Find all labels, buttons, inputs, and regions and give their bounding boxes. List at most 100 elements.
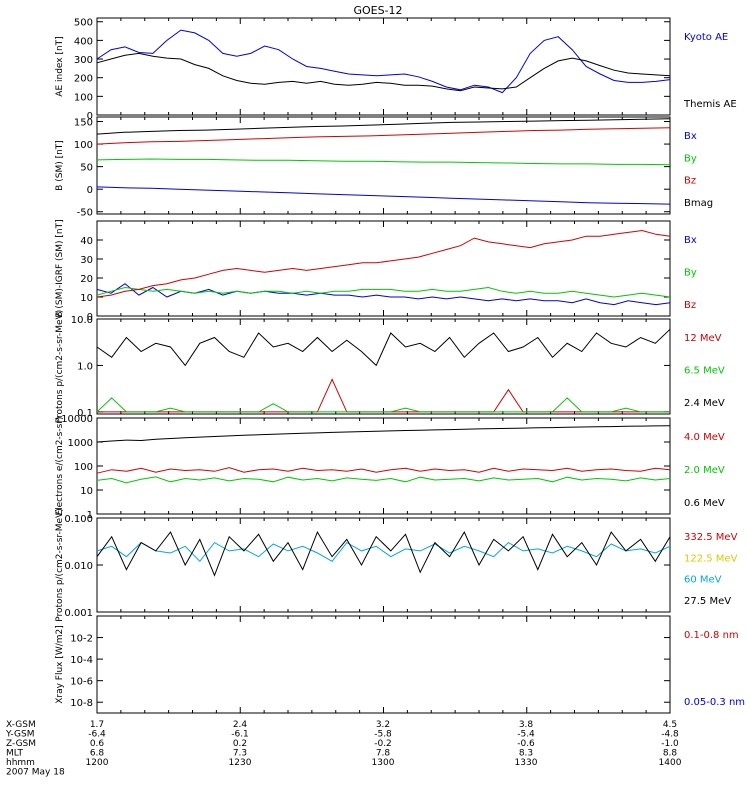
series-line-bx <box>96 186 671 205</box>
series-line-12-mev <box>97 378 670 413</box>
y-tick-label: 10-4 <box>70 655 93 666</box>
panel-frame <box>96 417 671 515</box>
figure-title: GOES-12 <box>353 4 402 17</box>
y-tick-label: 400 <box>74 36 93 47</box>
series-line-by <box>96 286 671 298</box>
ephemeris-value: -6.4 <box>88 730 106 740</box>
y-tick-label: 0.010 <box>64 561 93 572</box>
ephemeris-value: 1330 <box>515 758 538 768</box>
y-tick-label: 200 <box>74 74 93 85</box>
panel-frame <box>96 220 671 317</box>
ephemeris-row-label: Y-GSM <box>5 730 34 740</box>
x-ticks <box>96 318 671 414</box>
ephemeris-value: 8.3 <box>519 749 533 759</box>
series-line-by <box>96 158 671 166</box>
series-line-themis-ae <box>96 52 671 92</box>
legend-label: 0.05-0.3 nm <box>684 697 745 708</box>
legend-label: Bz <box>684 176 696 187</box>
y-axis-label: B (SM)-IGRF (SM) [nT] <box>55 219 65 317</box>
ephemeris-value: 3.2 <box>376 720 390 730</box>
panel-7: 10-8 10-6 10-4 10-2 Xray Flux [W/m2] 0.1-0.8 … <box>55 615 745 714</box>
ephemeris-value: 0.6 <box>90 739 105 749</box>
y-axis-label: Xray Flux [W/m2] <box>55 625 65 704</box>
ephemeris-value: -4.8 <box>661 730 679 740</box>
legend-label: 12 MeV <box>684 333 722 344</box>
legend-label: Kyoto AE <box>684 32 728 43</box>
ephemeris-value: -0.2 <box>374 739 392 749</box>
y-tick-label: 10-2 <box>70 634 93 645</box>
y-tick-label: 1.0 <box>77 361 93 372</box>
legend-label: 0.6 MeV <box>684 498 725 509</box>
ephemeris-value: 3.8 <box>519 720 534 730</box>
ephemeris-value: 2.4 <box>233 720 248 730</box>
ephemeris-value: 1200 <box>86 758 109 768</box>
panel-frame <box>96 615 671 714</box>
series-line-60-mev <box>96 541 671 563</box>
legend-label: Bmag <box>684 198 713 209</box>
y-tick-label: 150 <box>74 118 93 129</box>
legend-label: 0.1-0.8 nm <box>684 630 739 641</box>
legend-label: Bz <box>684 300 696 311</box>
y-tick-label: 0 <box>87 111 93 122</box>
legend-label: 2.4 MeV <box>684 398 725 409</box>
y-tick-label: 40 <box>80 236 93 247</box>
panel-1: 0 100 200 300 400 500 AE index [nT] Kyoto AE The… <box>55 17 737 122</box>
ephemeris-value: 1400 <box>659 758 682 768</box>
y-tick-label: 30 <box>80 255 93 266</box>
panel-frame <box>96 116 671 215</box>
y-tick-label: 10-8 <box>70 698 93 709</box>
y-tick-label: 10.0 <box>71 315 93 326</box>
panel-frame <box>96 318 671 415</box>
series-line-6-5-mev <box>96 397 670 413</box>
y-tick-label: 1 <box>87 510 93 521</box>
y-tick-label: 100 <box>74 140 93 151</box>
y-axis-label: Electrons e/(cm2-s-sr) <box>55 416 65 515</box>
series-line-0-6-mev <box>96 425 671 443</box>
series-line-27-5-mev <box>96 530 671 577</box>
x-ticks <box>96 417 671 515</box>
ephemeris-row-label: 2007 May 18 <box>6 768 65 778</box>
y-tick-label: 10 <box>80 293 93 304</box>
ephemeris-value: 0.2 <box>233 739 247 749</box>
series-line-bz <box>96 229 671 298</box>
ephemeris-value: 6.8 <box>90 749 105 759</box>
legend-label: 27.5 MeV <box>684 596 731 607</box>
y-tick-label: 0.1 <box>77 408 93 419</box>
y-tick-label: 10000 <box>61 414 93 425</box>
legend-label: Bx <box>684 131 697 142</box>
y-tick-label: 0 <box>87 312 93 323</box>
legend-label: Themis AE <box>683 99 737 110</box>
legend-label: By <box>684 268 697 279</box>
series-line-2-0-mev <box>96 476 671 484</box>
y-tick-label: 20 <box>80 274 93 285</box>
series-line-2-4-mev <box>96 328 671 367</box>
series-line-bz <box>96 127 671 145</box>
ephemeris-value: -6.1 <box>231 730 249 740</box>
legend-label: By <box>684 153 697 164</box>
ephemeris-value: 7.3 <box>233 749 247 759</box>
y-tick-label: 500 <box>74 18 93 29</box>
ephemeris-row-label: hhmm <box>6 758 35 768</box>
legend-label: 2.0 MeV <box>684 465 725 476</box>
ephemeris-value: -5.8 <box>374 730 392 740</box>
panel-4: 0.1 1.0 10.0 Protons p/(cm2-s-sr-MeV) 12 MeV… <box>55 310 725 423</box>
x-ticks <box>96 221 671 317</box>
series-line-kyoto-ae <box>96 29 671 94</box>
y-axis-label: B (SM) [nT] <box>55 140 65 191</box>
legend-label: 4.0 MeV <box>684 432 725 443</box>
ephemeris-row-label: MLT <box>6 749 24 759</box>
x-ticks <box>96 117 671 214</box>
ephemeris-row-label: Z-GSM <box>6 739 36 749</box>
x-ticks <box>96 517 671 613</box>
panel-2: -50 0 50 100 150 B (SM) [nT] Bx By Bz Bmag <box>55 116 713 219</box>
y-tick-label: 300 <box>74 55 93 66</box>
series-line-bmag <box>96 118 671 135</box>
ephemeris-value: 8.8 <box>663 749 678 759</box>
y-tick-label: -50 <box>77 208 93 219</box>
y-axis-label: Protons p/(cm2-s-sr-MeV) <box>55 310 65 423</box>
ephemeris-value: 7.8 <box>376 749 391 759</box>
